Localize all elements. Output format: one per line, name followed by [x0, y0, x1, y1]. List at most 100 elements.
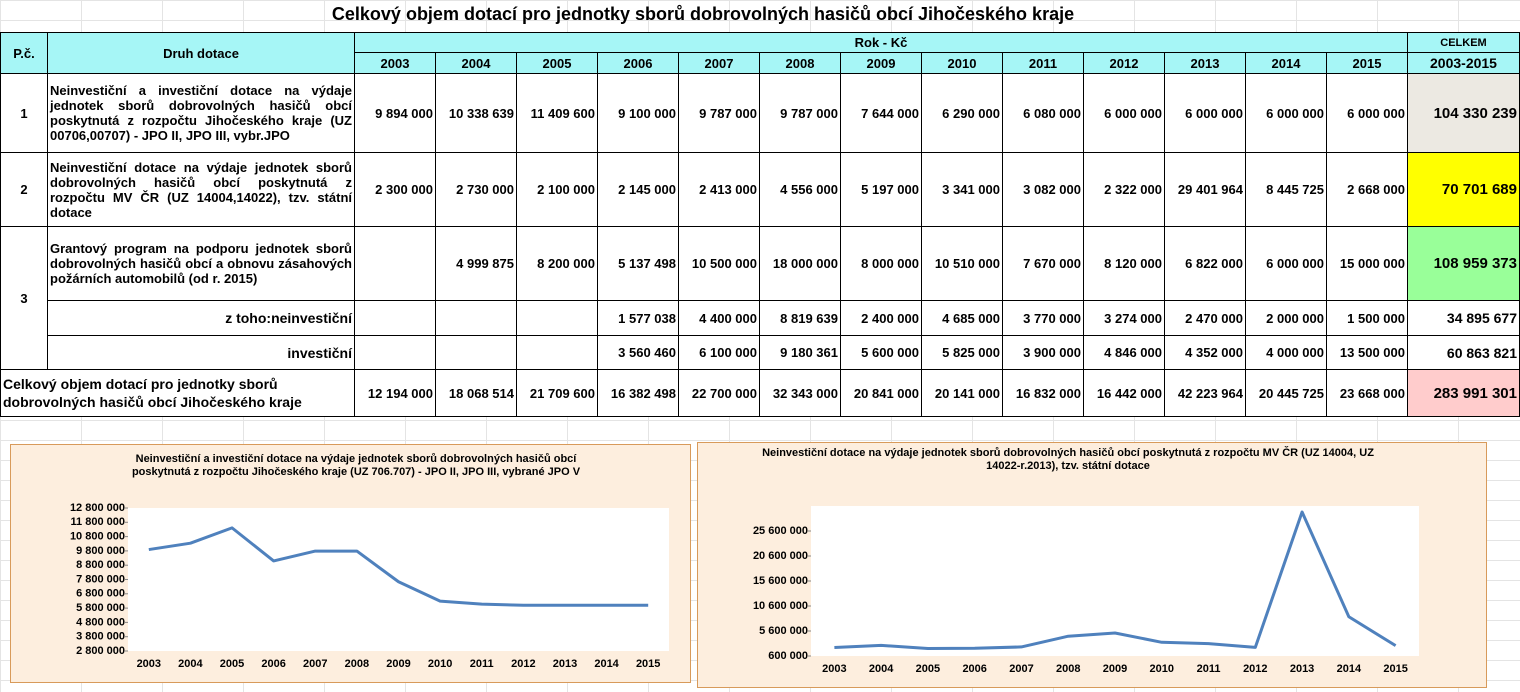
- x-tick-label: 2005: [916, 663, 940, 675]
- value-cell: 5 197 000: [840, 152, 922, 227]
- value-cell: 16 832 000: [1002, 369, 1084, 417]
- value-cell: 20 445 725: [1245, 369, 1327, 417]
- chart-panel: Neinvestiční a investiční dotace na výda…: [10, 444, 691, 683]
- value-cell: 5 825 000: [921, 335, 1003, 370]
- data-line: [834, 510, 1397, 650]
- y-tick-label: 12 800 000: [70, 502, 125, 514]
- x-tick-label: 2006: [962, 663, 986, 675]
- header-cell: P.č.: [0, 32, 48, 74]
- value-cell: 9 100 000: [597, 73, 679, 153]
- value-cell: 3 560 460: [597, 335, 679, 370]
- value-cell: 2 100 000: [516, 152, 598, 227]
- y-tick-label: 25 600 000: [753, 525, 808, 537]
- value-cell: 6 000 000: [1326, 73, 1408, 153]
- x-tick-label: 2007: [303, 658, 327, 670]
- value-cell: 2 300 000: [354, 152, 436, 227]
- row-label: Celkový objem dotací pro jednotky sborů …: [0, 369, 355, 417]
- year-header: 2010: [921, 52, 1003, 74]
- value-cell: 3 274 000: [1083, 300, 1165, 336]
- value-cell: 4 000 000: [1245, 335, 1327, 370]
- x-tick-label: 2003: [137, 658, 161, 670]
- value-cell: 2 730 000: [435, 152, 517, 227]
- plot-area: [128, 508, 669, 651]
- value-cell: 9 894 000: [354, 73, 436, 153]
- year-header: 2003: [354, 52, 436, 74]
- value-cell: 4 352 000: [1164, 335, 1246, 370]
- value-cell: 8 819 639: [759, 300, 841, 336]
- chart-title: Neinvestiční a investiční dotace na výda…: [131, 453, 581, 478]
- row-label: Neinvestiční a investiční dotace na výda…: [47, 73, 355, 153]
- y-tick-label: 5 600 000: [759, 625, 808, 637]
- y-tick-label: 10 600 000: [753, 600, 808, 612]
- plot-area: [811, 506, 1419, 656]
- year-header: 2008: [759, 52, 841, 74]
- value-cell: 5 137 498: [597, 226, 679, 301]
- value-cell: 6 000 000: [1245, 226, 1327, 301]
- value-cell: 7 670 000: [1002, 226, 1084, 301]
- x-tick-label: 2009: [1103, 663, 1127, 675]
- value-cell: 16 442 000: [1083, 369, 1165, 417]
- x-tick-label: 2004: [869, 663, 894, 675]
- value-cell: 2 470 000: [1164, 300, 1246, 336]
- year-header: 2014: [1245, 52, 1327, 74]
- y-tick-label: 2 800 000: [76, 645, 125, 657]
- value-cell: 8 120 000: [1083, 226, 1165, 301]
- row-number: 1: [0, 73, 48, 153]
- y-tick-label: 7 800 000: [76, 573, 125, 585]
- value-cell: 18 000 000: [759, 226, 841, 301]
- x-tick-label: 2011: [470, 658, 494, 670]
- y-tick-label: 600 000: [768, 650, 808, 662]
- value-cell: 4 846 000: [1083, 335, 1165, 370]
- x-tick-label: 2014: [594, 658, 619, 670]
- total-cell: 104 330 239: [1407, 73, 1520, 153]
- chart-panel: Neinvestiční dotace na výdaje jednotek s…: [697, 442, 1487, 688]
- y-tick-label: 11 800 000: [71, 516, 125, 528]
- x-tick-label: 2005: [220, 658, 244, 670]
- value-cell: 3 341 000: [921, 152, 1003, 227]
- row-label: Neinvestiční dotace na výdaje jednotek s…: [47, 152, 355, 227]
- year-header: 2013: [1164, 52, 1246, 74]
- value-cell: 6 100 000: [678, 335, 760, 370]
- value-cell: [516, 300, 598, 336]
- x-tick-label: 2013: [1290, 663, 1314, 675]
- x-tick-label: 2008: [1056, 663, 1080, 675]
- x-tick-label: 2006: [261, 658, 285, 670]
- x-tick-label: 2003: [822, 663, 846, 675]
- header-cell: 2003-2015: [1407, 52, 1520, 74]
- chart: 2 800 000 3 800 000 4 800 000 5 800 000 6 80…: [70, 502, 669, 670]
- value-cell: 8 445 725: [1245, 152, 1327, 227]
- y-tick-label: 9 800 000: [76, 545, 125, 557]
- value-cell: [516, 335, 598, 370]
- value-cell: 1 500 000: [1326, 300, 1408, 336]
- y-tick-label: 15 600 000: [753, 575, 808, 587]
- value-cell: 13 500 000: [1326, 335, 1408, 370]
- x-tick-label: 2012: [511, 658, 535, 670]
- x-tick-label: 2012: [1243, 663, 1267, 675]
- y-tick-label: 6 800 000: [76, 588, 125, 600]
- row-label: Grantový program na podporu jednotek sbo…: [47, 226, 355, 301]
- value-cell: 22 700 000: [678, 369, 760, 417]
- value-cell: 7 644 000: [840, 73, 922, 153]
- total-cell: 283 991 301: [1407, 369, 1520, 417]
- y-tick-label: 5 800 000: [76, 602, 125, 614]
- year-header: 2015: [1326, 52, 1408, 74]
- value-cell: 11 409 600: [516, 73, 598, 153]
- chart: 600 000 5 600 000 10 600 000 15 600 000 20 6…: [753, 506, 1419, 675]
- value-cell: 21 709 600: [516, 369, 598, 417]
- year-header: 2005: [516, 52, 598, 74]
- value-cell: 6 000 000: [1245, 73, 1327, 153]
- value-cell: 6 080 000: [1002, 73, 1084, 153]
- value-cell: 42 223 964: [1164, 369, 1246, 417]
- value-cell: 23 668 000: [1326, 369, 1408, 417]
- data-line: [148, 526, 649, 607]
- year-header: 2007: [678, 52, 760, 74]
- value-cell: 6 000 000: [1164, 73, 1246, 153]
- value-cell: 10 338 639: [435, 73, 517, 153]
- value-cell: 29 401 964: [1164, 152, 1246, 227]
- value-cell: 4 556 000: [759, 152, 841, 227]
- value-cell: 3 900 000: [1002, 335, 1084, 370]
- y-tick-label: 3 800 000: [76, 631, 125, 643]
- value-cell: 3 082 000: [1002, 152, 1084, 227]
- year-header: 2012: [1083, 52, 1165, 74]
